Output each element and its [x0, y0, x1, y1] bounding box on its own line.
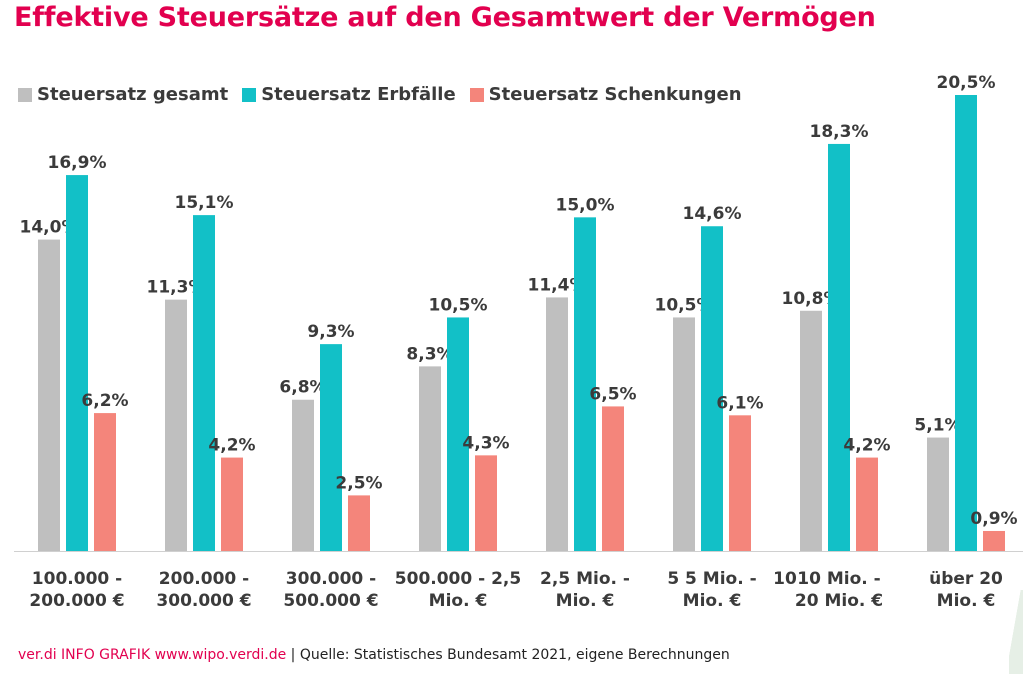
legend-label-gesamt: Steuersatz gesamt: [37, 84, 229, 105]
x-tick-label-1-line-1: 100.000 -: [32, 569, 122, 589]
bar-1-8: [927, 437, 949, 551]
x-tick-label-3-line-1: 300.000 -: [286, 569, 376, 589]
x-tick-label-2-line-2: 300.000 €: [156, 591, 251, 611]
x-tick-label-5-line-2: Mio. €: [556, 591, 615, 611]
data-label-3-1: 6,2%: [81, 391, 128, 411]
data-label-1-3: 6,8%: [279, 378, 326, 398]
x-tick-label-4-line-2: Mio. €: [429, 591, 488, 611]
bar-3-4: [475, 455, 497, 551]
x-tick-label-8-line-2: Mio. €: [937, 591, 996, 611]
legend-item-gesamt: Steuersatz gesamt: [18, 84, 228, 105]
bar-3-7: [856, 457, 878, 551]
footer-source: Quelle: Statistisches Bundesamt 2021, ei…: [299, 647, 730, 663]
data-label-2-4: 10,5%: [429, 295, 488, 315]
x-tick-label-7-line-2: 20 Mio. €: [795, 591, 883, 611]
bar-1-1: [38, 239, 60, 551]
bar-2-8: [955, 95, 977, 551]
bar-1-3: [292, 399, 314, 551]
x-tick-label-3-line-2: 500.000 €: [283, 591, 378, 611]
legend-label-schenkungen: Steuersatz Schenkungen: [488, 84, 742, 105]
bar-3-3: [348, 495, 370, 551]
data-label-1-5: 11,4%: [528, 275, 587, 295]
x-tick-label-1-line-2: 200.000 €: [29, 591, 124, 611]
legend-swatch-erbfaelle: [242, 87, 257, 102]
footer-separator: |: [286, 647, 300, 663]
data-label-2-5: 15,0%: [556, 195, 615, 215]
x-tick-label-4-line-1: 500.000 - 2,5: [395, 569, 521, 589]
legend-item-erbfaelle: Steuersatz Erbfälle: [242, 84, 456, 105]
data-label-1-2: 11,3%: [147, 278, 206, 298]
data-label-2-6: 14,6%: [683, 204, 742, 224]
legend-swatch-gesamt: [18, 87, 32, 102]
x-tick-label-8-line-1: über 20: [929, 569, 1003, 589]
data-label-3-5: 6,5%: [589, 384, 636, 404]
footer-brand: ver.di INFO GRAFIK www.wipo.verdi.de: [18, 647, 287, 663]
data-label-1-7: 10,8%: [782, 289, 841, 309]
bar-1-4: [419, 366, 441, 551]
bar-1-5: [546, 297, 568, 551]
data-label-2-8: 20,5%: [937, 73, 996, 93]
bar-1-7: [800, 310, 822, 551]
bar-2-4: [447, 317, 469, 551]
data-label-1-8: 5,1%: [914, 416, 961, 436]
x-tick-label-6-line-2: Mio. €: [683, 591, 742, 611]
data-label-3-3: 2,5%: [335, 473, 382, 493]
bar-3-8: [983, 530, 1005, 551]
data-label-3-8: 0,9%: [970, 509, 1017, 529]
bar-3-2: [221, 457, 243, 551]
data-label-1-6: 10,5%: [655, 295, 714, 315]
bar-2-6: [701, 226, 723, 552]
bar-3-1: [94, 413, 116, 551]
x-tick-label-5-line-1: 2,5 Mio. -: [540, 569, 630, 589]
legend-swatch-schenkungen: [469, 87, 484, 102]
bar-3-5: [602, 406, 624, 551]
data-label-3-2: 4,2%: [208, 436, 255, 456]
bar-1-2: [165, 299, 187, 551]
data-label-3-4: 4,3%: [462, 433, 509, 453]
legend-item-schenkungen: Steuersatz Schenkungen: [469, 84, 742, 105]
data-label-2-2: 15,1%: [175, 193, 234, 213]
legend-label-erbfaelle: Steuersatz Erbfälle: [261, 84, 456, 105]
data-label-2-7: 18,3%: [810, 122, 869, 142]
data-label-1-1: 14,0%: [20, 218, 79, 238]
bar-2-5: [574, 217, 596, 551]
bar-2-1: [66, 175, 88, 551]
bar-2-2: [193, 215, 215, 552]
data-label-1-4: 8,3%: [406, 344, 453, 364]
corner-decoration: [1009, 590, 1023, 674]
bar-3-6: [729, 415, 751, 551]
data-label-2-3: 9,3%: [307, 322, 354, 342]
data-label-3-7: 4,2%: [843, 436, 890, 456]
bar-2-3: [320, 344, 342, 551]
bar-1-6: [673, 317, 695, 551]
footer: ver.di INFO GRAFIK www.wipo.verdi.de | Q…: [18, 647, 730, 663]
x-tick-label-7-line-1: 10 Mio. -: [797, 569, 880, 589]
x-tick-label-2-line-1: 200.000 -: [159, 569, 249, 589]
chart-legend: Steuersatz gesamt Steuersatz Erbfälle St…: [18, 84, 756, 105]
bar-2-7: [828, 143, 850, 551]
x-tick-label-6-line-1: 5 5 Mio. -: [667, 569, 756, 589]
x-tick-label-extra: 10: [773, 569, 797, 589]
data-label-2-1: 16,9%: [48, 153, 107, 173]
chart-title: Effektive Steuersätze auf den Gesamtwert…: [14, 2, 876, 33]
data-label-3-6: 6,1%: [716, 393, 763, 413]
